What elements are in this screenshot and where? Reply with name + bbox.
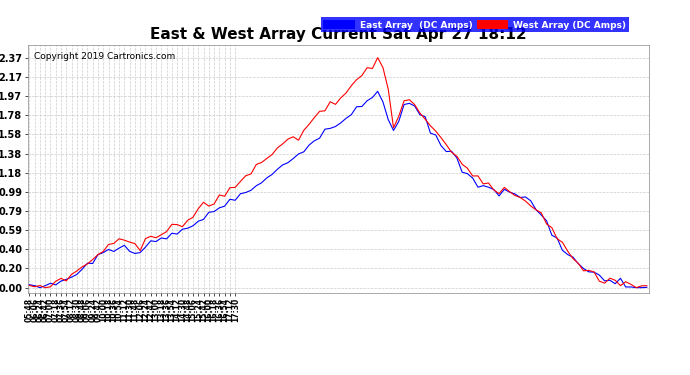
Text: Copyright 2019 Cartronics.com: Copyright 2019 Cartronics.com <box>34 53 175 62</box>
Title: East & West Array Current Sat Apr 27 18:12: East & West Array Current Sat Apr 27 18:… <box>150 27 526 42</box>
Legend: East Array  (DC Amps), West Array (DC Amps): East Array (DC Amps), West Array (DC Amp… <box>321 17 629 32</box>
